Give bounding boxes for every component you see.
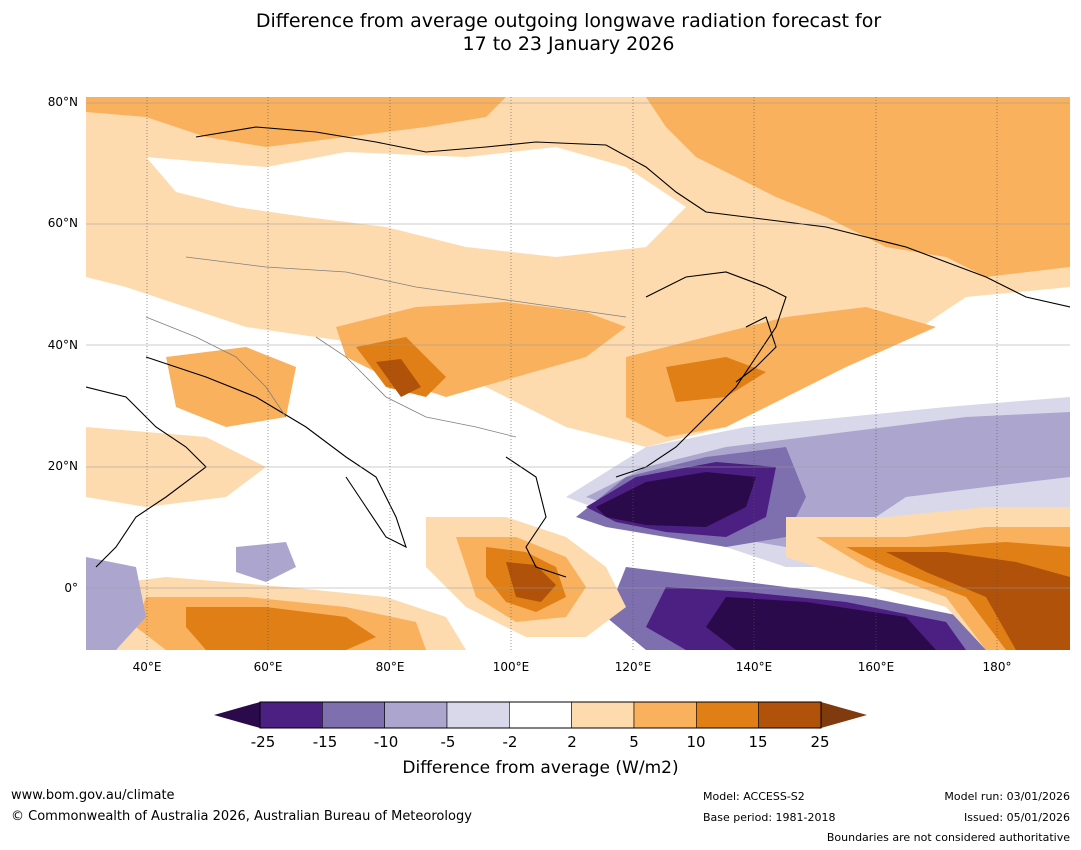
coastline-se-asia [505,456,567,578]
colorbar-tick: -25 [250,733,276,751]
anomaly-region-central-pacific-darkest [886,552,1070,650]
anomaly-region-east-asia-orange [626,307,936,437]
boundary-central-asia [185,256,627,318]
colorbar-tick: 5 [629,733,639,751]
colorbar-segment [384,701,448,729]
parallels [86,102,1070,589]
lat-label-0: 0° [64,581,78,595]
colorbar-segment [571,701,635,729]
colorbar-segment [509,701,572,729]
colorbar-tick: 15 [748,733,768,751]
lon-label-60e: 60°E [253,660,283,674]
colorbar-segment [322,701,385,729]
disclaimer-text: Boundaries are not considered authoritat… [826,831,1070,844]
colorbar-tick: 25 [810,733,830,751]
colorbar-tick: 10 [686,733,706,751]
anomaly-region-sumatra-darkest [506,562,556,602]
colorbar-segment [446,701,510,729]
colorbar-label: Difference from average (W/m2) [402,758,679,778]
graticule [146,97,998,650]
colorbar-segment [633,701,697,729]
colorbar [214,700,867,734]
colorbar-low-extension [214,702,260,728]
boundary-middle-east [145,316,287,418]
website-link[interactable]: www.bom.gov.au/climate [11,788,175,803]
lon-label-40e: 40°E [132,660,162,674]
coastline-arctic [195,126,1070,308]
anomaly-region-tibet-darkest [376,359,421,397]
base-period-text: Base period: 1981-2018 [703,811,836,824]
lon-label-180: 180° [982,660,1012,674]
anomaly-region-indian-ocean-purple [86,557,146,650]
colorbar-outline [259,701,822,729]
colorbar-tick: -5 [440,733,456,751]
coastline-south-asia [145,356,407,549]
lon-label-80e: 80°E [375,660,405,674]
map-title: Difference from average outgoing longwav… [0,10,1081,56]
colorbar-segment [758,701,822,729]
anomaly-region-north-orange [646,97,1070,277]
coastline-east-asia [615,271,787,478]
colorbar-segment [696,701,759,729]
anomaly-region-siberia-white [146,147,686,257]
lat-label-60n: 60°N [47,216,78,230]
colorbar-tick: -2 [502,733,518,751]
anomaly-region-pacific-darkest [596,472,756,527]
olr-anomaly-map [86,97,1070,650]
issued-text: Issued: 05/01/2026 [963,811,1070,824]
coastline-japan [735,316,777,383]
anomaly-region-indian-ocean-dark [186,607,376,650]
colorbar-tick: -15 [312,733,338,751]
model-run-text: Model run: 03/01/2026 [944,790,1070,803]
anomaly-region-northwest-orange [86,97,506,147]
lon-label-120e: 120°E [614,660,652,674]
copyright-text: © Commonwealth of Australia 2026, Austra… [11,809,472,824]
lon-label-140e: 140°E [735,660,773,674]
country-boundaries [145,256,627,438]
colorbar-tick: 2 [567,733,577,751]
lon-label-100e: 100°E [492,660,530,674]
colorbar-tick: -10 [373,733,399,751]
colorbar-segment [259,701,323,729]
map-canvas [86,97,1070,650]
lon-label-160e: 160°E [857,660,895,674]
title-line-2: 17 to 23 January 2026 [462,33,675,55]
colorbar-segments [259,701,822,729]
colorbar-graphic [214,701,867,729]
boundary-south-asia [315,336,517,438]
anomaly-region-east-asia-dark [666,357,766,402]
lat-label-40n: 40°N [47,338,78,352]
anomaly-region-png-darkest [706,597,936,650]
model-text: Model: ACCESS-S2 [703,790,805,803]
title-line-1: Difference from average outgoing longwav… [255,10,882,32]
lat-label-20n: 20°N [47,459,78,473]
lat-label-80n: 80°N [47,95,78,109]
colorbar-high-extension [821,702,867,728]
anomaly-region-arabian-sea-purple [236,542,296,582]
